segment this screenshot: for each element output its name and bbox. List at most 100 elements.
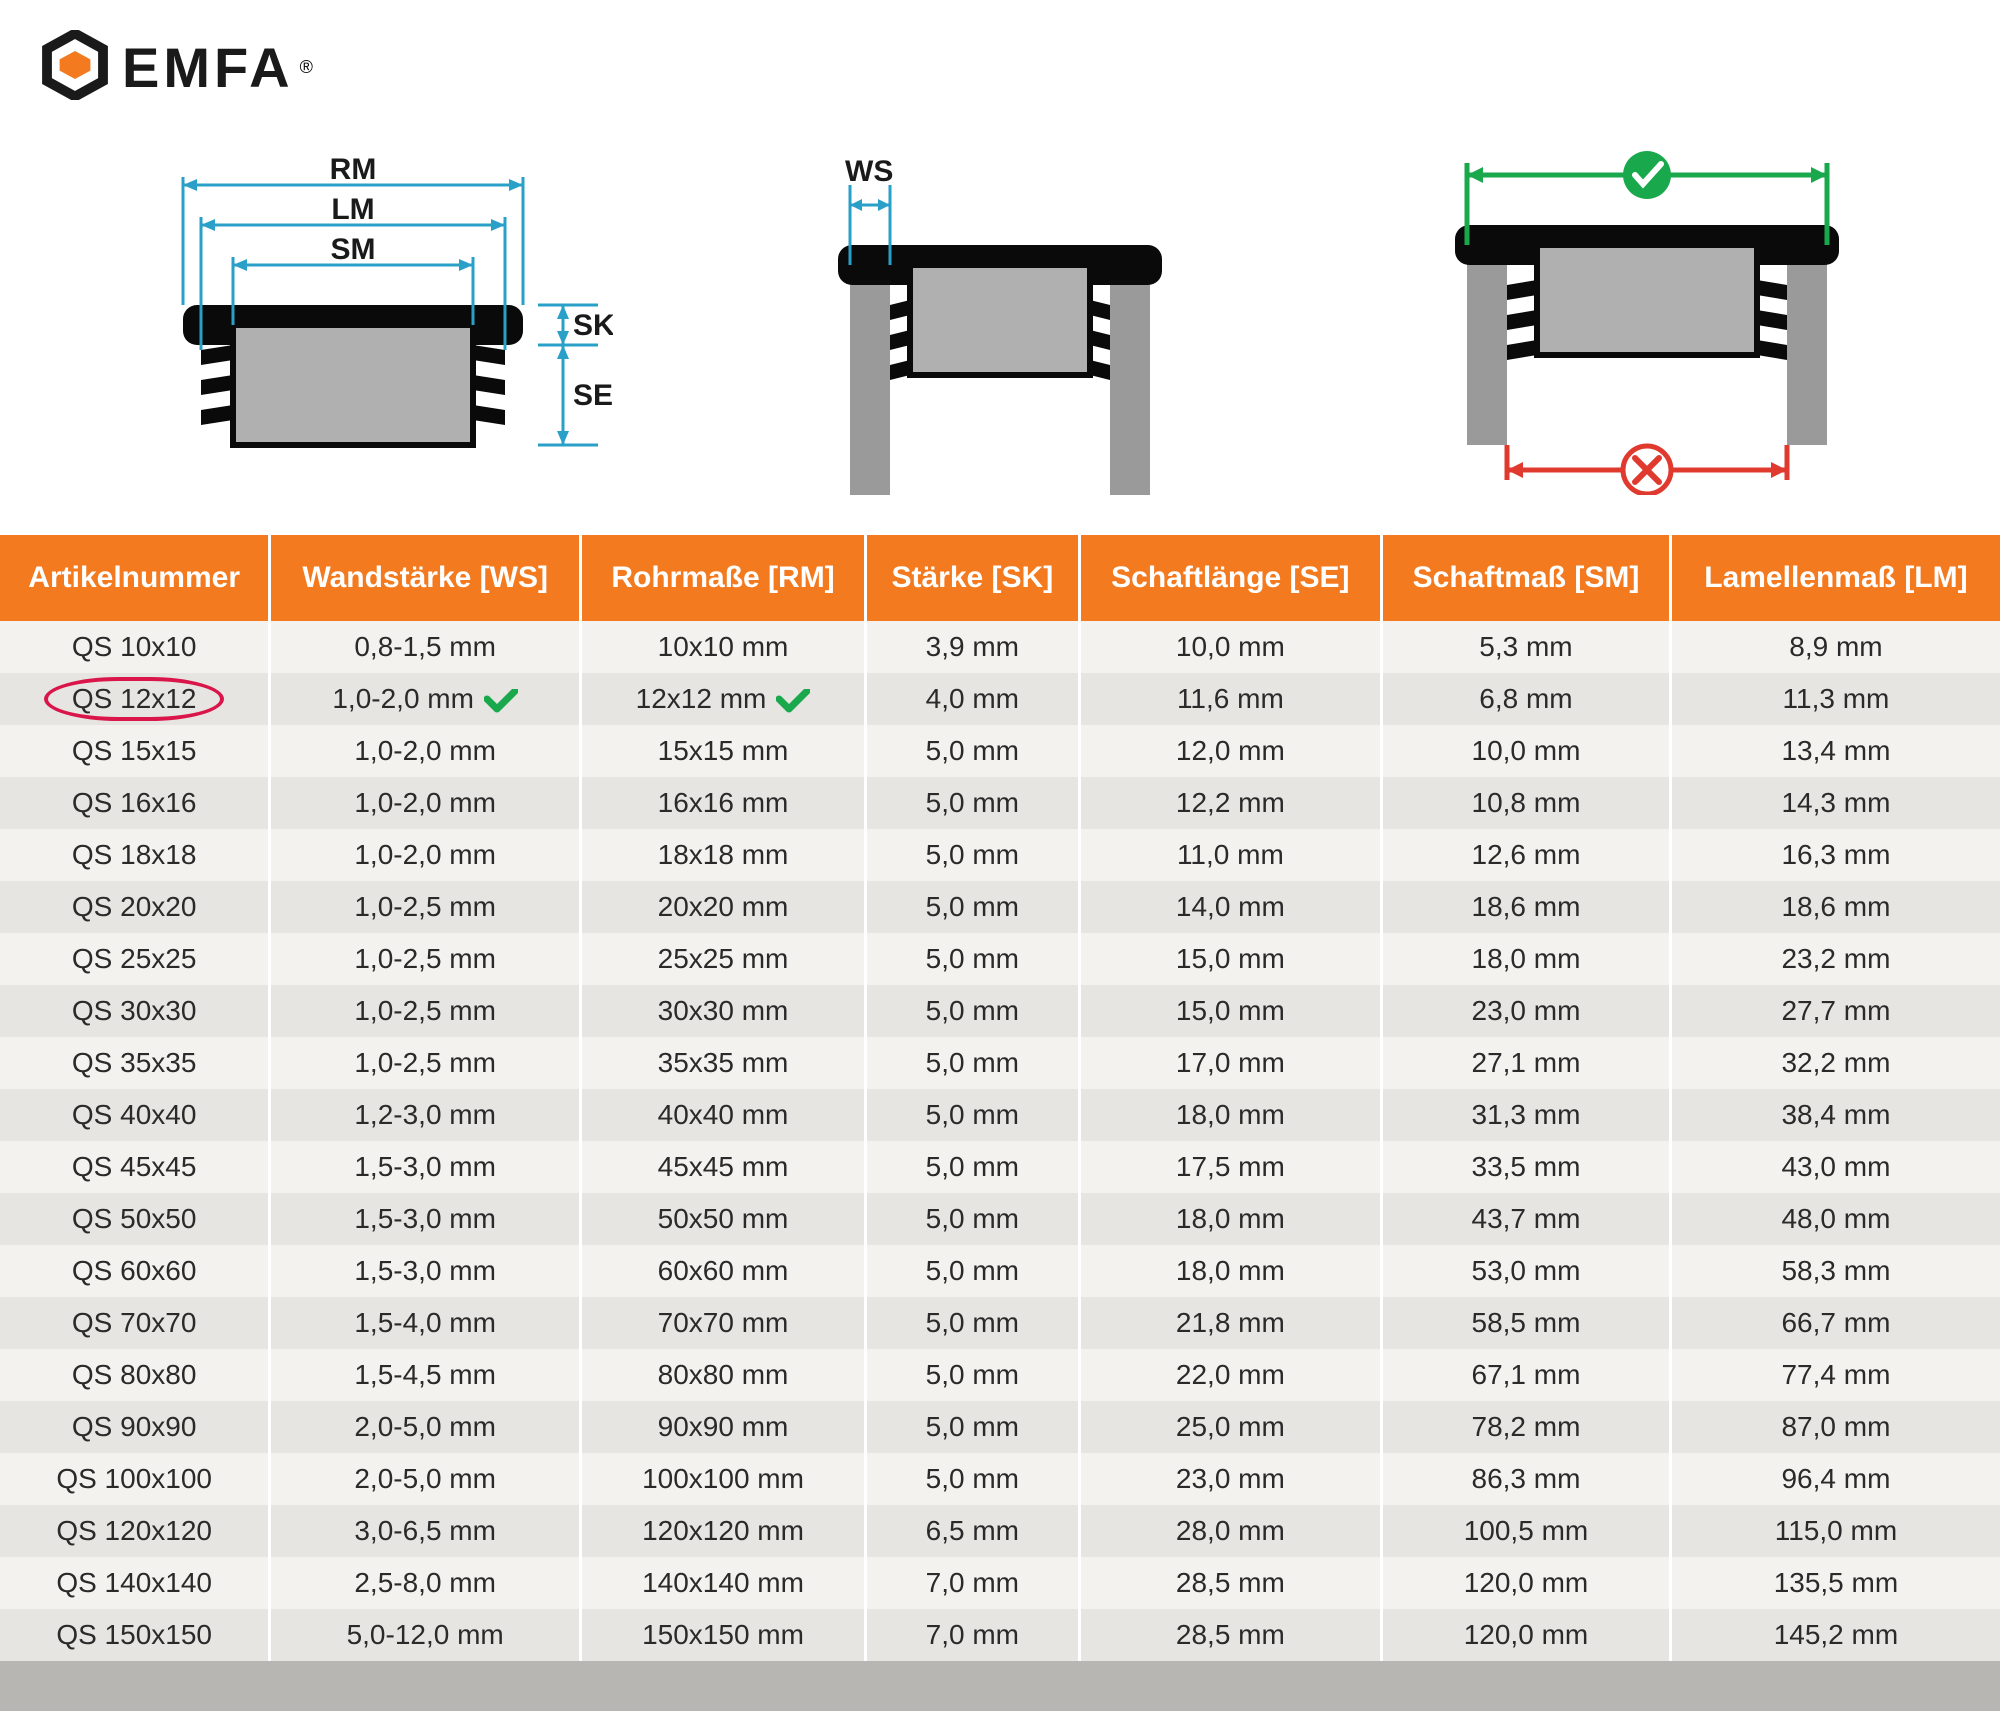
table-cell: 15,0 mm xyxy=(1079,933,1381,985)
table-cell: 120x120 mm xyxy=(581,1505,866,1557)
table-cell: QS 18x18 xyxy=(0,829,270,881)
table-cell: 28,5 mm xyxy=(1079,1609,1381,1661)
table-cell: 8,9 mm xyxy=(1670,621,2000,673)
highlight-ring-icon xyxy=(44,677,224,721)
table-cell: QS 40x40 xyxy=(0,1089,270,1141)
table-cell: 10,0 mm xyxy=(1382,725,1671,777)
table-cell: 28,5 mm xyxy=(1079,1557,1381,1609)
diagram-correct-wrong xyxy=(1353,135,1940,495)
brand-registered: ® xyxy=(300,57,313,78)
table-cell: 80x80 mm xyxy=(581,1349,866,1401)
table-cell: 66,7 mm xyxy=(1670,1297,2000,1349)
table-row: QS 140x1402,5-8,0 mm140x140 mm7,0 mm28,5… xyxy=(0,1557,2000,1609)
table-cell: 22,0 mm xyxy=(1079,1349,1381,1401)
label-lm: LM xyxy=(332,193,375,226)
table-cell: 12,0 mm xyxy=(1079,725,1381,777)
table-cell: QS 10x10 xyxy=(0,621,270,673)
label-sm: SM xyxy=(331,233,376,266)
table-cell: 33,5 mm xyxy=(1382,1141,1671,1193)
col-header: Wandstärke [WS] xyxy=(270,535,581,621)
footer-bar xyxy=(0,1661,2000,1711)
table-row: QS 18x181,0-2,0 mm18x18 mm5,0 mm11,0 mm1… xyxy=(0,829,2000,881)
table-cell: 77,4 mm xyxy=(1670,1349,2000,1401)
table-cell: 1,0-2,0 mm xyxy=(270,725,581,777)
table-cell: 15x15 mm xyxy=(581,725,866,777)
table-cell: QS 16x16 xyxy=(0,777,270,829)
table-cell: 1,0-2,5 mm xyxy=(270,985,581,1037)
table-row: QS 90x902,0-5,0 mm90x90 mm5,0 mm25,0 mm7… xyxy=(0,1401,2000,1453)
table-cell: 1,5-4,0 mm xyxy=(270,1297,581,1349)
table-row: QS 20x201,0-2,5 mm20x20 mm5,0 mm14,0 mm1… xyxy=(0,881,2000,933)
diagram-dimensions: RM LM SM SK SE xyxy=(60,155,647,495)
table-cell: 53,0 mm xyxy=(1382,1245,1671,1297)
table-cell: 5,0 mm xyxy=(866,1141,1080,1193)
table-cell: QS 20x20 xyxy=(0,881,270,933)
table-cell: 3,9 mm xyxy=(866,621,1080,673)
table-cell: 6,5 mm xyxy=(866,1505,1080,1557)
table-row: QS 50x501,5-3,0 mm50x50 mm5,0 mm18,0 mm4… xyxy=(0,1193,2000,1245)
table-cell: QS 120x120 xyxy=(0,1505,270,1557)
table-cell: 38,4 mm xyxy=(1670,1089,2000,1141)
table-cell: 14,3 mm xyxy=(1670,777,2000,829)
table-cell: 1,5-3,0 mm xyxy=(270,1141,581,1193)
table-cell: 18x18 mm xyxy=(581,829,866,881)
table-cell: 1,0-2,5 mm xyxy=(270,933,581,985)
table-cell: QS 60x60 xyxy=(0,1245,270,1297)
table-cell: QS 70x70 xyxy=(0,1297,270,1349)
table-cell: 140x140 mm xyxy=(581,1557,866,1609)
table-cell: 25,0 mm xyxy=(1079,1401,1381,1453)
table-cell: 18,0 mm xyxy=(1079,1089,1381,1141)
table-cell: QS 100x100 xyxy=(0,1453,270,1505)
table-cell: 48,0 mm xyxy=(1670,1193,2000,1245)
table-cell: 18,0 mm xyxy=(1382,933,1671,985)
table-cell: 12,6 mm xyxy=(1382,829,1671,881)
table-cell: 50x50 mm xyxy=(581,1193,866,1245)
table-cell: 1,0-2,5 mm xyxy=(270,1037,581,1089)
table-cell: 145,2 mm xyxy=(1670,1609,2000,1661)
table-cell: 27,7 mm xyxy=(1670,985,2000,1037)
table-cell: 96,4 mm xyxy=(1670,1453,2000,1505)
table-cell: 78,2 mm xyxy=(1382,1401,1671,1453)
table-cell: 12,2 mm xyxy=(1079,777,1381,829)
diagram-cross-section: WS xyxy=(707,155,1294,495)
logo-hex-icon xyxy=(40,30,110,105)
table-row: QS 25x251,0-2,5 mm25x25 mm5,0 mm15,0 mm1… xyxy=(0,933,2000,985)
table-cell: QS 30x30 xyxy=(0,985,270,1037)
table-cell: 58,5 mm xyxy=(1382,1297,1671,1349)
table-cell: 1,5-3,0 mm xyxy=(270,1193,581,1245)
col-header: Schaftlänge [SE] xyxy=(1079,535,1381,621)
table-cell: 21,8 mm xyxy=(1079,1297,1381,1349)
table-cell: QS 45x45 xyxy=(0,1141,270,1193)
table-cell: 100x100 mm xyxy=(581,1453,866,1505)
table-cell: QS 25x25 xyxy=(0,933,270,985)
table-cell: QS 140x140 xyxy=(0,1557,270,1609)
table-cell: 60x60 mm xyxy=(581,1245,866,1297)
table-row: QS 45x451,5-3,0 mm45x45 mm5,0 mm17,5 mm3… xyxy=(0,1141,2000,1193)
table-cell: 1,2-3,0 mm xyxy=(270,1089,581,1141)
table-cell: 5,0 mm xyxy=(866,933,1080,985)
table-cell: 5,0 mm xyxy=(866,1349,1080,1401)
table-cell: 5,0 mm xyxy=(866,1401,1080,1453)
table-cell: 17,0 mm xyxy=(1079,1037,1381,1089)
diagram-row: RM LM SM SK SE xyxy=(0,125,2000,535)
table-cell: 86,3 mm xyxy=(1382,1453,1671,1505)
table-cell: 30x30 mm xyxy=(581,985,866,1037)
table-cell: 5,0 mm xyxy=(866,1089,1080,1141)
table-cell: 1,0-2,0 mm xyxy=(270,829,581,881)
table-cell: 18,6 mm xyxy=(1670,881,2000,933)
table-cell: 18,0 mm xyxy=(1079,1245,1381,1297)
table-row: QS 35x351,0-2,5 mm35x35 mm5,0 mm17,0 mm2… xyxy=(0,1037,2000,1089)
table-row: QS 10x100,8-1,5 mm10x10 mm3,9 mm10,0 mm5… xyxy=(0,621,2000,673)
table-cell: 5,0 mm xyxy=(866,1037,1080,1089)
table-cell: 115,0 mm xyxy=(1670,1505,2000,1557)
table-cell: 11,6 mm xyxy=(1079,673,1381,725)
table-cell: 5,3 mm xyxy=(1382,621,1671,673)
table-cell: 20x20 mm xyxy=(581,881,866,933)
table-cell: 5,0 mm xyxy=(866,881,1080,933)
table-cell: 135,5 mm xyxy=(1670,1557,2000,1609)
col-header: Lamellenmaß [LM] xyxy=(1670,535,2000,621)
table-cell: 4,0 mm xyxy=(866,673,1080,725)
table-cell: 11,3 mm xyxy=(1670,673,2000,725)
table-cell: 2,0-5,0 mm xyxy=(270,1453,581,1505)
table-row: QS 40x401,2-3,0 mm40x40 mm5,0 mm18,0 mm3… xyxy=(0,1089,2000,1141)
